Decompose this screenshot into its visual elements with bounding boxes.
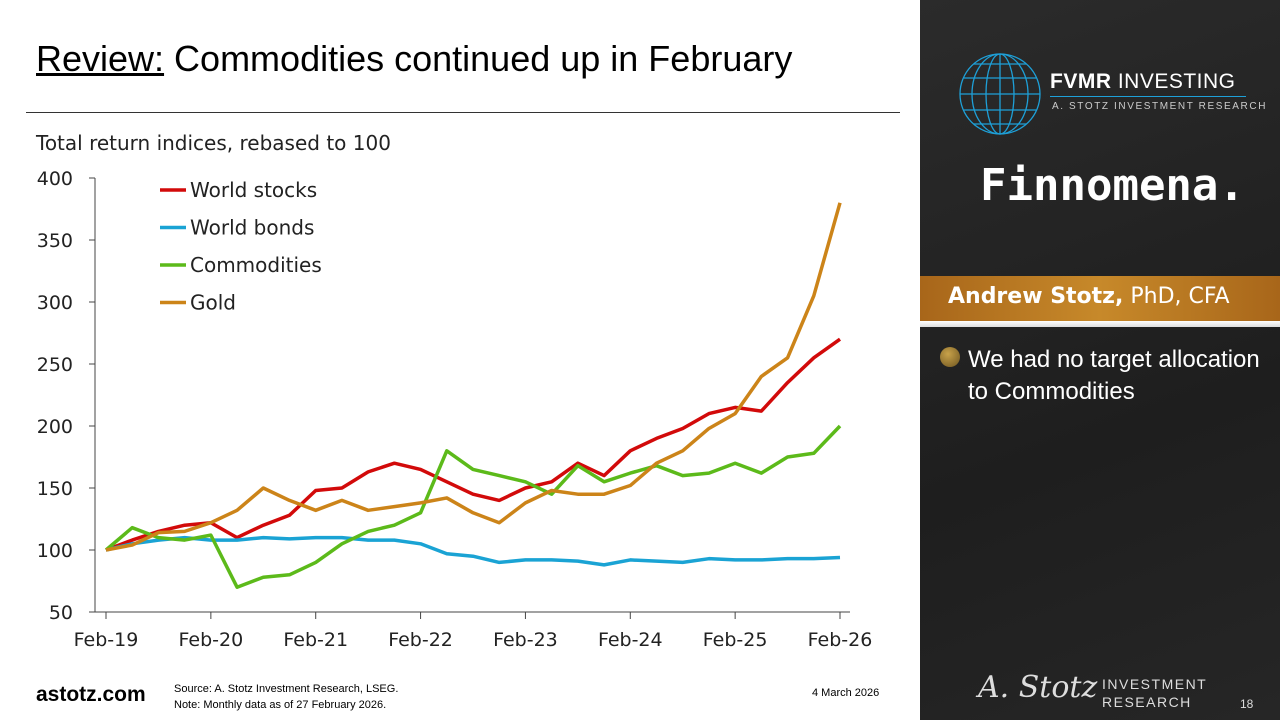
series-line-world-stocks [105,337,842,552]
x-tick-label: Feb-22 [388,629,453,651]
title-text: Commodities continued up in February [164,38,793,79]
signature-logo: A. Stotz [978,670,1098,705]
page-title: Review: Commodities continued up in Febr… [36,38,792,80]
source-text: Source: A. Stotz Investment Research, LS… [174,683,399,695]
y-tick-label: 200 [37,416,73,438]
y-tick-label: 50 [49,602,73,624]
line-chart: 50 100 150 200 250 300 350 400 Feb-19 Feb-20 Feb-2… [37,168,873,651]
legend-label-world-stocks: World stocks [190,178,317,202]
x-tick-label: Feb-25 [703,629,768,651]
y-tick-label: 350 [37,230,73,252]
y-tick-label: 100 [37,540,73,562]
series-line-gold [105,202,842,552]
x-tick-label: Feb-20 [179,629,244,651]
slide-main: Review: Commodities continued up in Febr… [26,38,900,713]
slide-date: 4 March 2026 [812,687,880,699]
bullet-globe-icon [940,347,960,367]
x-tick-label: Feb-21 [283,629,348,651]
band-divider [920,321,1280,327]
sidebar: FVMR INVESTING A. STOTZ INVESTMENT RESEA… [920,0,1280,720]
y-tick-label: 300 [37,292,73,314]
brand-divider [1050,96,1246,97]
x-tick-label: Feb-24 [598,629,663,651]
presenter: Andrew Stotz, PhD, CFA [948,284,1230,309]
legend-label-commodities: Commodities [190,253,322,277]
partner-logo: Finnomena. [980,160,1245,211]
x-tick-label: Feb-23 [493,629,558,651]
presenter-band: Andrew Stotz, PhD, CFA [920,276,1280,321]
chart-title: Total return indices, rebased to 100 [36,131,391,155]
series-line-commodities [104,424,842,589]
series-line-world-bonds [105,535,841,567]
brand-name: FVMR INVESTING [1050,70,1236,93]
brand-subtitle: A. STOTZ INVESTMENT RESEARCH [1052,101,1268,112]
y-tick-label: 400 [37,168,73,190]
globe-icon [959,53,1041,135]
x-tick-label: Feb-19 [74,629,139,651]
title-prefix: Review: [36,38,165,79]
legend-label-world-bonds: World bonds [190,216,314,240]
site-link[interactable]: astotz.com [36,683,146,706]
data-note: Note: Monthly data as of 27 February 202… [174,699,387,711]
y-tick-label: 150 [37,478,73,500]
y-tick-label: 250 [37,354,73,376]
bullet-text: We had no target allocation to Commoditi… [968,346,1260,405]
legend-label-gold: Gold [190,291,236,315]
page-number: 18 [1240,697,1254,711]
x-tick-label: Feb-26 [808,629,873,651]
source-note: Source: A. Stotz Investment Research, LS… [174,681,398,713]
title-divider [26,112,900,113]
logo-text: INVESTMENT RESEARCH [1102,676,1208,710]
